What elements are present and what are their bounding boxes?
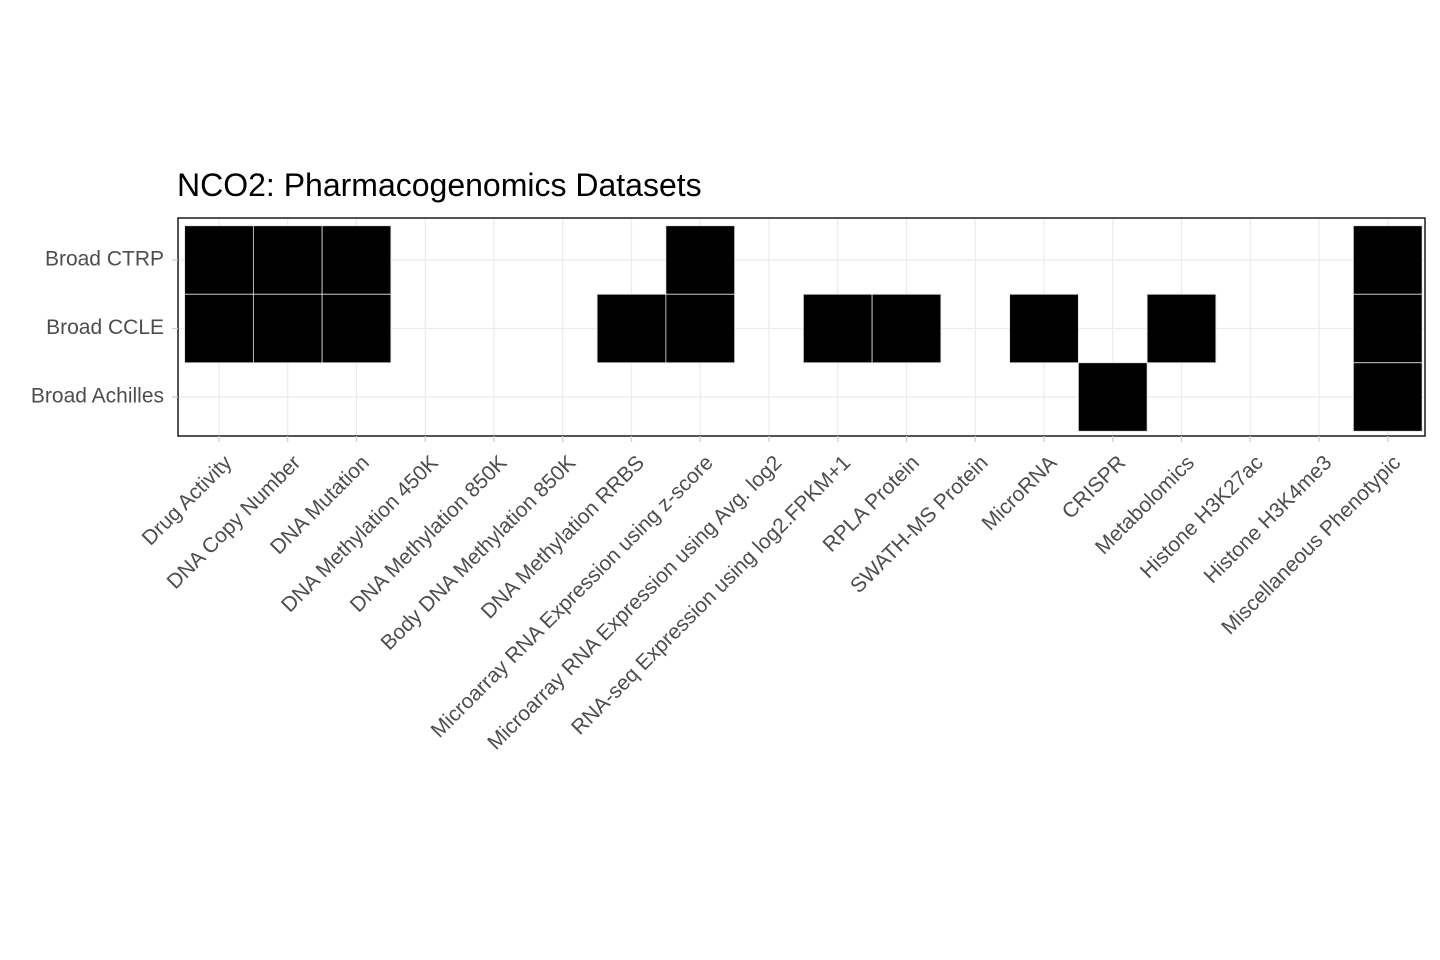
y-tick-label: Broad CCLE (46, 316, 164, 339)
heatmap-cell (1352, 362, 1423, 432)
heatmap-cell (252, 293, 323, 364)
heatmap-cell (665, 293, 736, 364)
heatmap-cell (184, 225, 254, 295)
heatmap-cell (1352, 225, 1423, 295)
heatmap-cell (665, 225, 736, 295)
panel-border (177, 217, 1426, 437)
heatmap-cell (871, 293, 942, 364)
x-tick-label: DNA Copy Number (163, 451, 306, 594)
y-tick-label: Broad Achilles (31, 385, 164, 408)
heatmap-cell (802, 293, 873, 364)
x-tick-label: MicroRNA (978, 451, 1062, 535)
heatmap-cell (1146, 293, 1217, 364)
heatmap-cell (1077, 362, 1148, 432)
x-tick-label: Histone H3K27ac (1136, 451, 1268, 583)
y-axis: Broad CTRP Broad CCLE Broad Achilles (31, 248, 178, 408)
chart-title: NCO2: Pharmacogenomics Datasets (177, 167, 702, 203)
x-tick-label: SWATH-MS Protein (846, 451, 993, 598)
heatmap-cells (184, 225, 1423, 432)
heatmap-cell (1352, 293, 1423, 364)
heatmap-cell (252, 225, 323, 295)
x-tick-label: Histone H3K4me3 (1200, 451, 1337, 588)
heatmap-cell (596, 293, 667, 364)
heatmap-cell (321, 225, 392, 295)
x-tick-label: CRISPR (1058, 451, 1130, 523)
y-tick-label: Broad CTRP (45, 248, 164, 271)
heatmap-cell (321, 293, 392, 364)
heatmap-cell (184, 293, 254, 364)
heatmap-cell (1009, 293, 1079, 364)
